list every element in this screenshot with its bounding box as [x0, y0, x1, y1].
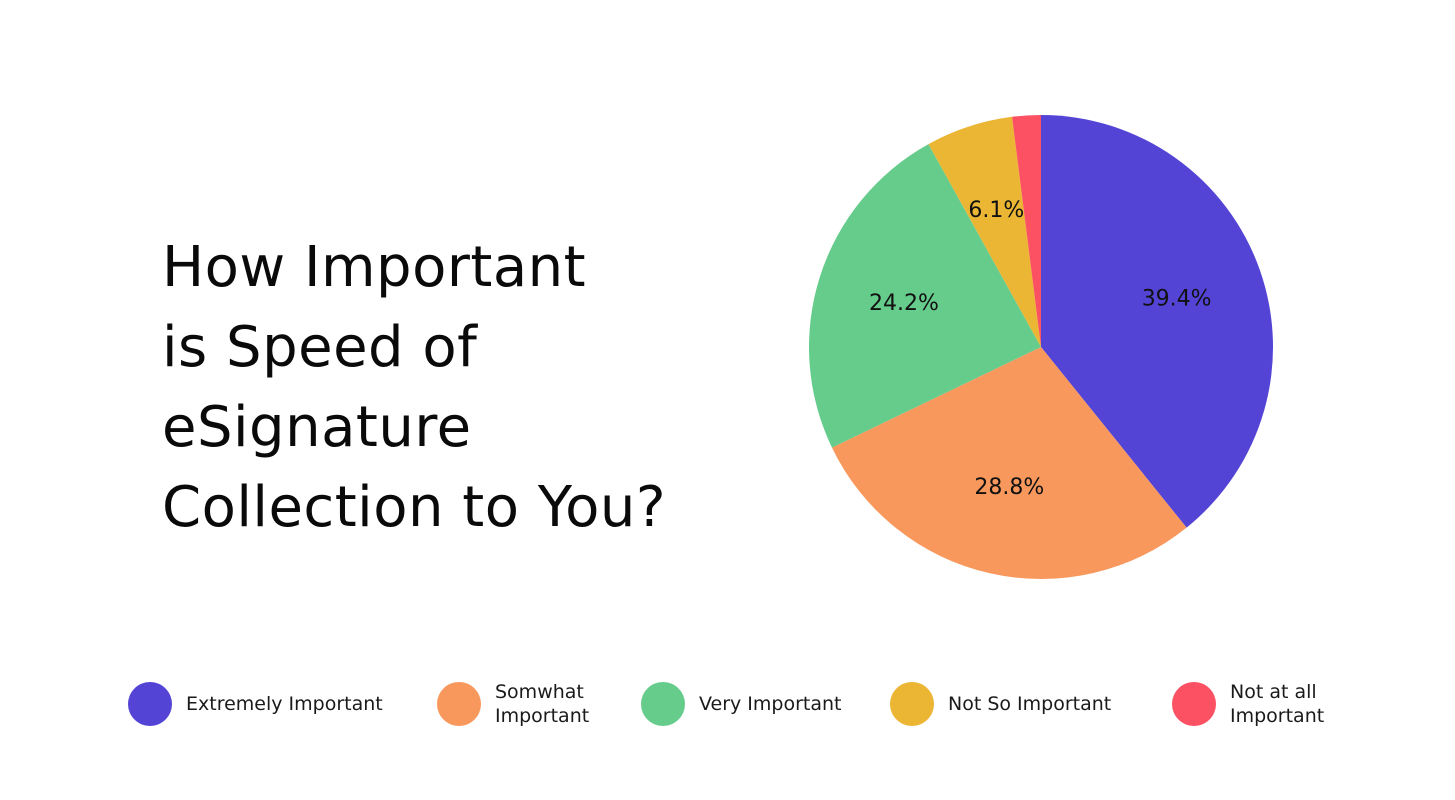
pie-slices — [809, 115, 1274, 579]
slice-value-label: 28.8% — [974, 475, 1044, 500]
pie-slice-somwhat-important — [831, 347, 1187, 579]
legend-swatch — [641, 682, 685, 726]
pie-slice-very-important — [809, 144, 1041, 448]
legend-swatch — [890, 682, 934, 726]
legend-item-not-so-important: Not So Important — [890, 680, 1111, 728]
legend-label: Somwhat Important — [495, 681, 590, 727]
legend-label: Not at all Important — [1230, 681, 1325, 727]
slice-value-label: 24.2% — [869, 291, 939, 316]
legend-swatch — [1172, 682, 1216, 726]
legend-label: Extremely Important — [186, 693, 383, 715]
legend-label: Very Important — [699, 693, 842, 715]
slice-value-label: 6.1% — [968, 198, 1024, 223]
pie-slice-not-at-all-important — [1012, 115, 1041, 347]
legend-item-not-at-all-important: Not at all Important — [1172, 680, 1324, 728]
pie-slice-extremely-important — [1041, 115, 1274, 528]
slice-value-label: 39.4% — [1142, 287, 1212, 312]
legend-item-somwhat-important: Somwhat Important — [437, 680, 589, 728]
legend-swatch — [128, 682, 172, 726]
pie-slice-not-so-important — [928, 116, 1041, 348]
chart-title: How Important is Speed of eSignature Col… — [162, 235, 667, 540]
legend-item-extremely-important: Extremely Important — [128, 680, 383, 728]
legend-item-very-important: Very Important — [641, 680, 842, 728]
pie-labels: 39.4% 28.8% 24.2% 6.1% — [869, 198, 1212, 500]
legend-label: Not So Important — [948, 693, 1112, 715]
legend-swatch — [437, 682, 481, 726]
